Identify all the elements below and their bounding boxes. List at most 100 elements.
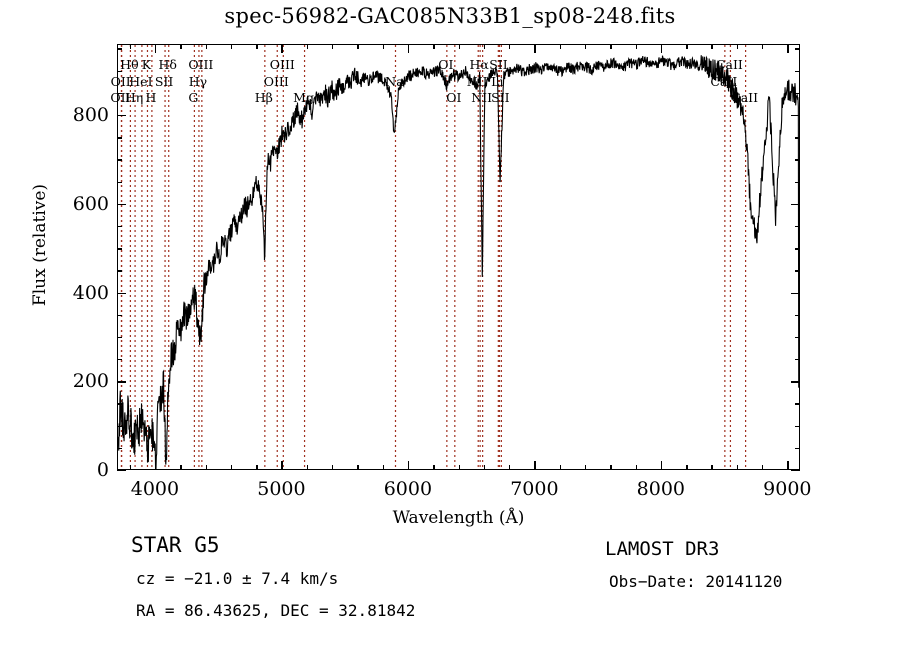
axis-tick [795,48,800,50]
axis-tick [117,70,122,73]
axis-tick [795,181,800,183]
coordinates-text: RA = 86.43625, DEC = 32.81842 [136,601,416,620]
axis-tick [458,44,460,49]
axis-tick [230,44,233,49]
axis-tick [795,92,800,95]
axis-tick [117,270,122,272]
axis-tick [382,465,384,470]
spectral-line-label: OIII [263,74,289,89]
axis-tick [795,403,800,405]
spectral-line-label: OIII [188,57,214,72]
spectral-line-label: K [141,57,152,72]
spectral-line-label: H [145,90,157,105]
axis-tick [584,465,587,470]
axis-tick [458,465,460,470]
spectral-line-label: Hθ [120,57,139,72]
axis-tick [117,92,122,95]
axis-tick [117,159,122,161]
obs-date-text: Obs−Date: 20141120 [609,572,783,591]
y-axis-title: Flux (relative) [30,183,50,307]
axis-tick [281,461,283,470]
redshift-velocity-text: cz = −21.0 ± 7.4 km/s [136,569,339,588]
survey-name-text: LAMOST DR3 [605,538,720,560]
axis-tick [180,465,182,470]
axis-tick [117,225,122,228]
spectral-line-label: Mg [293,90,314,105]
axis-tick [117,248,122,250]
axis-tick [787,44,789,53]
spectral-line-label: SII [489,57,508,72]
axis-tick [660,461,663,470]
axis-tick [559,465,562,470]
axis-tick [795,270,800,272]
spectral-line-label: OII [110,90,131,105]
axis-tick [791,470,800,472]
axis-tick [117,48,122,50]
axis-tick [154,44,157,53]
spectral-line-label: SII [154,74,174,89]
axis-tick [686,465,688,470]
spectral-line-label: NII [471,90,493,105]
spectral-line-label: CaII [731,90,759,105]
axis-tick [117,181,122,183]
spectral-line-label: NII [466,74,488,89]
axis-tick [686,44,688,49]
axis-tick [509,44,511,49]
y-tick-label: 600 [72,192,109,215]
x-tick-label: 7000 [510,478,559,500]
axis-tick [791,115,800,117]
axis-tick [635,465,637,470]
axis-tick [534,44,536,53]
axis-tick [795,159,800,161]
axis-tick [117,314,122,317]
axis-tick [117,447,122,450]
axis-tick [117,336,122,339]
page-title: spec-56982-GAC085N33B1_sp08-248.fits [224,4,676,28]
x-tick-label: 4000 [130,478,180,500]
axis-tick [332,465,334,470]
spectral-line-label: Hη [124,90,144,105]
spectral-line-label: G [188,90,199,105]
axis-tick [230,465,233,470]
x-tick-label: 8000 [636,478,686,500]
axis-tick [795,425,800,428]
axis-tick [306,465,309,470]
spectral-line-label: HeI [129,74,153,89]
spectrum-path [118,55,799,469]
axis-tick [795,137,800,139]
axis-tick [117,359,122,361]
axis-tick [711,465,713,470]
axis-tick [180,44,182,49]
axis-tick [795,314,800,317]
axis-tick [795,359,800,361]
axis-tick [117,403,122,405]
axis-tick [117,115,126,117]
axis-tick [256,44,258,49]
y-tick-label: 400 [72,281,109,304]
axis-tick [117,425,122,428]
axis-tick [559,44,562,49]
plot-frame [117,44,800,470]
y-tick-label: 200 [72,370,109,393]
axis-tick [357,44,359,49]
axis-tick [205,465,207,470]
axis-tick [795,248,800,250]
axis-tick [795,225,800,228]
spectral-line-label: Hβ [254,90,273,105]
plot-area [118,45,799,469]
axis-tick [711,44,713,49]
axis-tick [534,461,536,470]
spectrum-curve [118,55,799,469]
x-axis-title: Wavelength (Å) [392,508,525,528]
x-tick-label: 9000 [763,478,812,500]
axis-tick [129,465,132,470]
axis-tick [795,336,800,339]
axis-tick [610,465,612,470]
axis-tick [433,465,435,470]
spectral-line-label: OIII [269,57,295,72]
axis-tick [736,465,739,470]
axis-tick [791,381,800,383]
x-tick-label: 5000 [257,478,306,500]
axis-tick [117,137,122,139]
